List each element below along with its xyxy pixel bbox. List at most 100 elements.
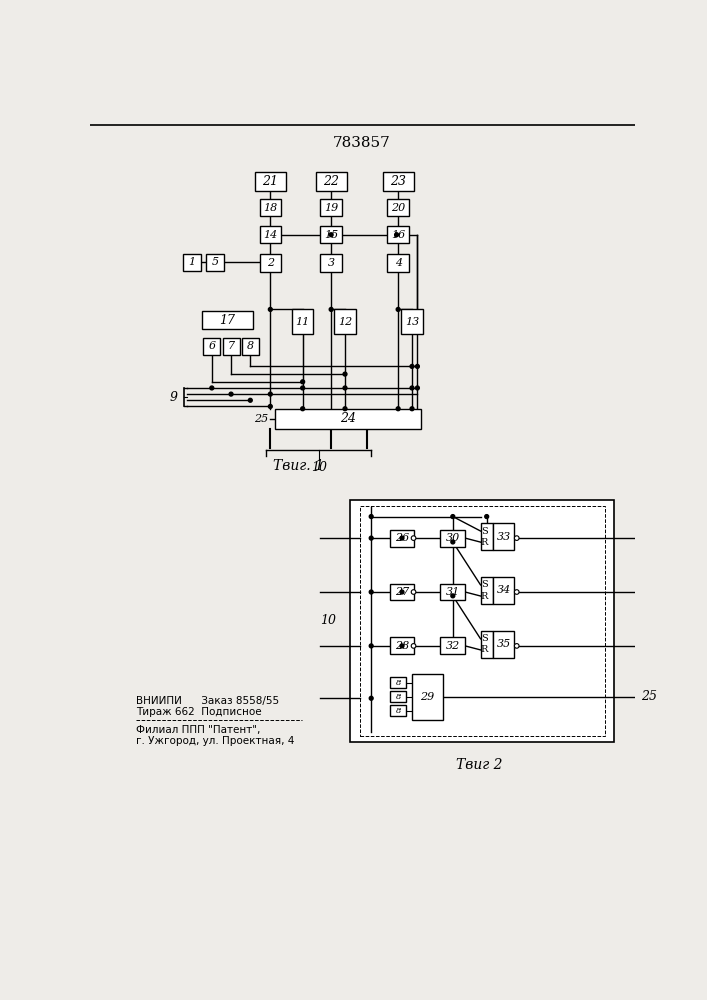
Circle shape (411, 590, 416, 594)
Circle shape (300, 380, 305, 384)
Bar (351, 500, 614, 742)
Text: 11: 11 (296, 317, 310, 327)
Bar (390, 530, 414, 547)
Circle shape (300, 386, 305, 390)
Text: 18: 18 (263, 203, 277, 213)
Bar (223, 338, 240, 355)
Text: 6: 6 (209, 341, 216, 351)
Text: 8: 8 (395, 707, 401, 715)
Bar (334, 309, 356, 334)
Circle shape (343, 407, 347, 411)
Text: 3: 3 (327, 258, 334, 268)
Text: 28: 28 (395, 641, 409, 651)
Bar (412, 674, 443, 720)
Circle shape (400, 590, 404, 594)
Text: 10: 10 (320, 614, 337, 627)
Bar (275, 409, 421, 429)
Text: 12: 12 (338, 317, 352, 327)
Bar (402, 309, 423, 334)
Circle shape (396, 407, 400, 411)
Circle shape (329, 307, 333, 311)
Circle shape (269, 392, 272, 396)
Bar (390, 637, 414, 654)
Bar (440, 584, 465, 600)
Bar (387, 199, 409, 216)
Circle shape (416, 364, 419, 368)
Circle shape (300, 407, 305, 411)
Text: г. Ужгород, ул. Проектная, 4: г. Ужгород, ул. Проектная, 4 (136, 736, 295, 746)
Text: 8: 8 (247, 341, 254, 351)
Circle shape (343, 372, 347, 376)
Bar (292, 309, 313, 334)
Bar (204, 338, 221, 355)
Circle shape (229, 392, 233, 396)
Bar (259, 199, 281, 216)
Circle shape (411, 644, 416, 648)
Text: 7: 7 (228, 341, 235, 351)
Circle shape (400, 644, 404, 648)
Bar (316, 172, 346, 191)
Text: 32: 32 (445, 641, 460, 651)
Text: 783857: 783857 (333, 136, 391, 150)
Text: 8: 8 (395, 693, 401, 701)
Text: 1: 1 (188, 257, 195, 267)
Circle shape (329, 233, 333, 237)
Circle shape (485, 515, 489, 518)
Text: 27: 27 (395, 587, 409, 597)
Bar (360, 506, 604, 736)
Text: 24: 24 (340, 412, 356, 425)
Bar (255, 172, 286, 191)
Circle shape (369, 515, 373, 518)
Text: 4: 4 (395, 258, 402, 268)
Bar (382, 172, 414, 191)
Circle shape (515, 590, 519, 594)
Circle shape (269, 405, 272, 408)
Bar (320, 254, 342, 272)
Bar (182, 254, 201, 271)
Circle shape (269, 307, 272, 311)
Circle shape (248, 398, 252, 402)
Bar (206, 254, 224, 271)
Bar (440, 530, 465, 547)
Bar (493, 577, 515, 604)
Circle shape (400, 536, 404, 540)
Circle shape (410, 386, 414, 390)
Text: Филиал ППП "Патент",: Филиал ППП "Патент", (136, 725, 261, 735)
Bar (320, 226, 342, 243)
Circle shape (343, 386, 347, 390)
Text: 30: 30 (445, 533, 460, 543)
Bar (387, 226, 409, 243)
Text: 29: 29 (420, 692, 435, 702)
Bar (201, 311, 252, 329)
Bar (493, 523, 515, 550)
Text: 23: 23 (390, 175, 406, 188)
Circle shape (369, 590, 373, 594)
Text: 25: 25 (641, 690, 657, 703)
Circle shape (369, 536, 373, 540)
Circle shape (369, 696, 373, 700)
Circle shape (210, 386, 214, 390)
Circle shape (515, 644, 519, 648)
Text: S: S (481, 580, 488, 589)
Bar (242, 338, 259, 355)
Text: 33: 33 (496, 532, 510, 542)
Bar (481, 631, 493, 658)
Text: Τвиг 2: Τвиг 2 (456, 758, 502, 772)
Text: S: S (481, 634, 488, 643)
Text: 34: 34 (496, 585, 510, 595)
Bar (481, 577, 493, 604)
Circle shape (369, 644, 373, 648)
Text: 15: 15 (324, 230, 338, 240)
Text: R: R (481, 592, 488, 601)
Bar (493, 631, 515, 658)
Text: R: R (481, 538, 488, 547)
Bar (440, 637, 465, 654)
Circle shape (451, 540, 455, 544)
Circle shape (515, 536, 519, 540)
Text: 35: 35 (496, 639, 510, 649)
Bar (259, 226, 281, 243)
Bar (320, 199, 342, 216)
Text: ВНИИПИ      Заказ 8558/55: ВНИИПИ Заказ 8558/55 (136, 696, 279, 706)
Text: 31: 31 (445, 587, 460, 597)
Bar (390, 705, 406, 716)
